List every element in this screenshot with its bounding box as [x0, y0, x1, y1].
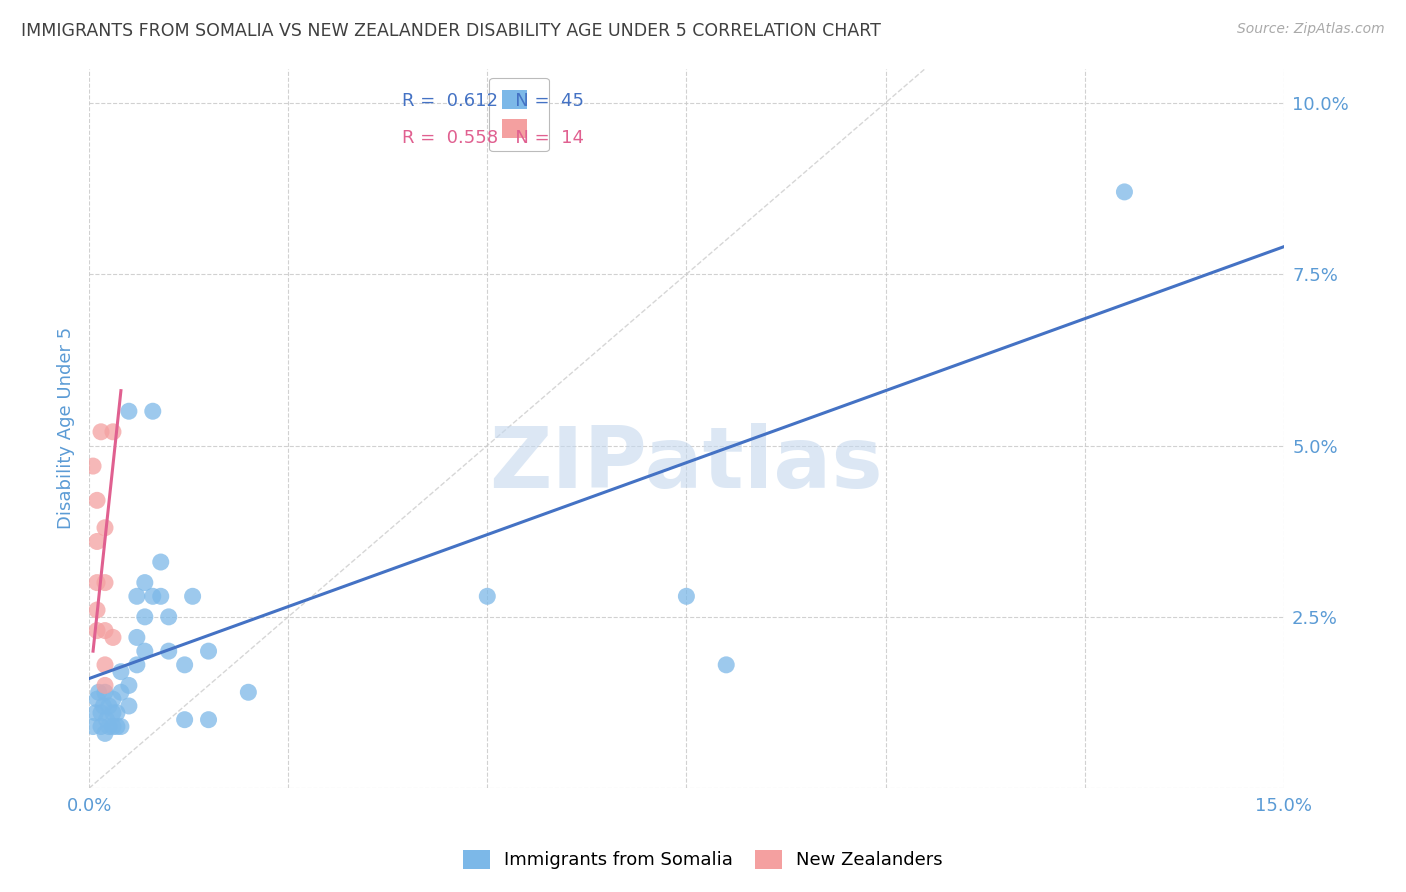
- Point: [675, 590, 697, 604]
- Point: [86, 692, 108, 706]
- Point: [94, 624, 117, 638]
- Point: [98, 720, 121, 734]
- Point: [94, 685, 117, 699]
- Point: [110, 685, 132, 699]
- Point: [149, 555, 172, 569]
- Point: [98, 698, 121, 713]
- Point: [238, 685, 260, 699]
- Text: R =  0.558   N =  14: R = 0.558 N = 14: [402, 129, 583, 147]
- Point: [125, 657, 148, 672]
- Point: [716, 657, 738, 672]
- Point: [86, 493, 108, 508]
- Point: [142, 404, 165, 418]
- Point: [93, 698, 115, 713]
- Point: [90, 425, 112, 439]
- Point: [157, 610, 180, 624]
- Point: [86, 575, 108, 590]
- Text: Source: ZipAtlas.com: Source: ZipAtlas.com: [1237, 22, 1385, 37]
- Point: [125, 590, 148, 604]
- Point: [101, 706, 124, 720]
- Point: [105, 720, 128, 734]
- Point: [94, 726, 117, 740]
- Point: [94, 657, 117, 672]
- Legend: Immigrants from Somalia, New Zealanders: Immigrants from Somalia, New Zealanders: [454, 841, 952, 879]
- Point: [134, 644, 156, 658]
- Point: [86, 603, 108, 617]
- Point: [94, 575, 117, 590]
- Point: [82, 459, 104, 474]
- Point: [125, 631, 148, 645]
- Point: [134, 575, 156, 590]
- Point: [118, 404, 141, 418]
- Point: [142, 590, 165, 604]
- Point: [87, 685, 110, 699]
- Point: [134, 610, 156, 624]
- Text: ZIPatlas: ZIPatlas: [489, 423, 883, 506]
- Point: [101, 425, 124, 439]
- Point: [82, 720, 104, 734]
- Point: [197, 644, 219, 658]
- Point: [105, 706, 128, 720]
- Point: [118, 678, 141, 692]
- Point: [477, 590, 499, 604]
- Point: [94, 521, 117, 535]
- Text: R =  0.612   N =  45: R = 0.612 N = 45: [402, 92, 583, 110]
- Text: IMMIGRANTS FROM SOMALIA VS NEW ZEALANDER DISABILITY AGE UNDER 5 CORRELATION CHAR: IMMIGRANTS FROM SOMALIA VS NEW ZEALANDER…: [21, 22, 882, 40]
- Point: [181, 590, 204, 604]
- Point: [90, 706, 112, 720]
- Point: [90, 720, 112, 734]
- Point: [101, 692, 124, 706]
- Point: [173, 657, 195, 672]
- Legend: , : ,: [489, 78, 548, 152]
- Point: [1114, 185, 1136, 199]
- Point: [173, 713, 195, 727]
- Point: [197, 713, 219, 727]
- Point: [118, 698, 141, 713]
- Point: [110, 720, 132, 734]
- Point: [86, 534, 108, 549]
- Point: [86, 624, 108, 638]
- Y-axis label: Disability Age Under 5: Disability Age Under 5: [58, 327, 75, 530]
- Point: [157, 644, 180, 658]
- Point: [94, 678, 117, 692]
- Point: [84, 706, 107, 720]
- Point: [149, 590, 172, 604]
- Point: [101, 720, 124, 734]
- Point: [96, 713, 118, 727]
- Point: [101, 631, 124, 645]
- Point: [110, 665, 132, 679]
